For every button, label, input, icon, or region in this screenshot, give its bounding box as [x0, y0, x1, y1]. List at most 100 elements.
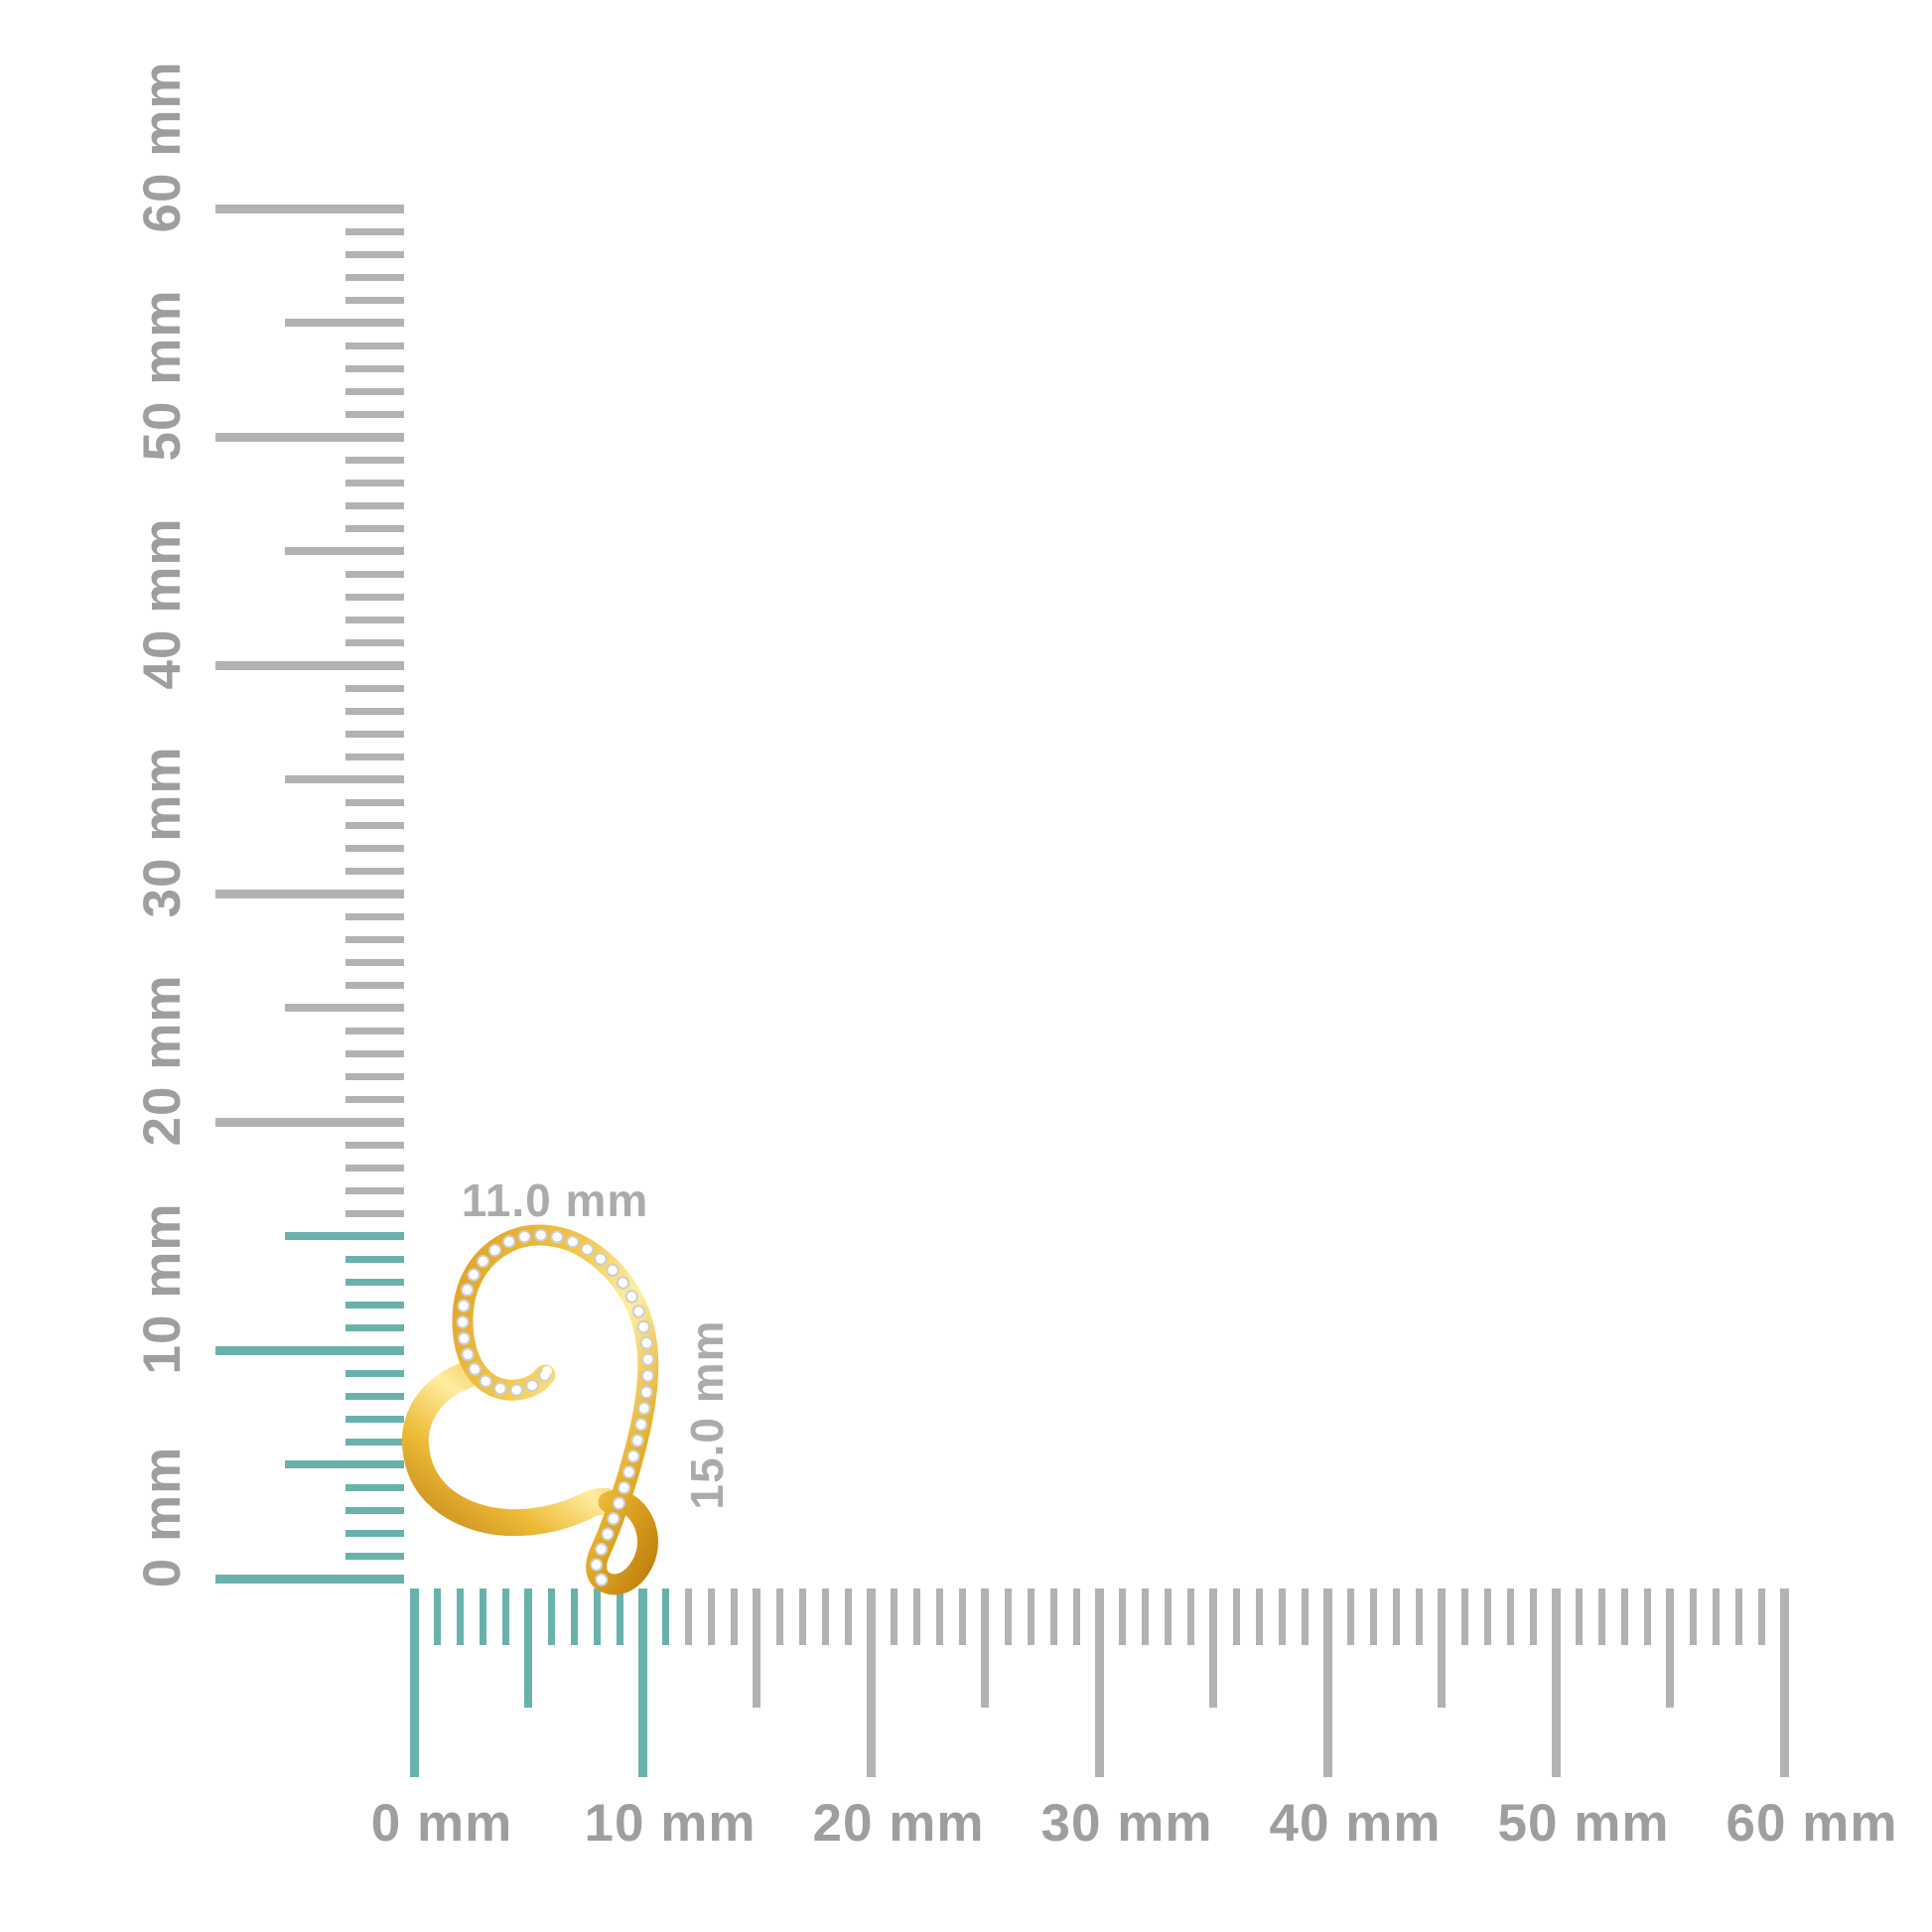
ruler-tick: [215, 889, 404, 898]
ruler-tick: [345, 1301, 404, 1309]
ruler-tick: [1392, 1588, 1400, 1645]
ruler-tick: [821, 1588, 829, 1645]
pendant-left-stroke: [401, 1361, 622, 1537]
ruler-tick: [345, 364, 404, 372]
ruler-tick: [345, 1278, 404, 1286]
ruler-tick: [285, 1460, 404, 1468]
ruler-tick: [345, 410, 404, 418]
ruler-tick: [637, 1588, 647, 1777]
ruler-tick: [775, 1588, 783, 1645]
ruler-tick: [345, 935, 404, 943]
ruler-label: 30 mm: [132, 746, 192, 918]
ruler-tick: [345, 867, 404, 875]
ruler-tick: [1186, 1588, 1194, 1645]
ruler-tick: [1483, 1588, 1491, 1645]
ruler-tick: [661, 1588, 669, 1645]
ruler-tick: [345, 1027, 404, 1035]
ruler-tick: [345, 1323, 404, 1331]
ruler-label: 50 mm: [1497, 1793, 1670, 1853]
ruler-tick: [345, 1369, 404, 1377]
ruler-tick: [345, 273, 404, 281]
ruler-tick: [215, 660, 404, 670]
ruler-tick: [345, 1506, 404, 1514]
ruler-label: 30 mm: [1040, 1793, 1213, 1853]
ruler-tick: [345, 798, 404, 806]
ruler-tick: [345, 570, 404, 578]
ruler-tick: [345, 844, 404, 852]
ruler-tick: [285, 319, 404, 327]
ruler-tick: [345, 1438, 404, 1446]
ruler-tick: [1094, 1588, 1104, 1777]
ruler-tick: [345, 1415, 404, 1423]
ruler-tick: [409, 1588, 419, 1777]
ruler-tick: [345, 1186, 404, 1194]
ruler-tick: [501, 1588, 509, 1645]
ruler-tick: [1232, 1588, 1240, 1645]
ruler-tick: [345, 821, 404, 829]
ruler-tick: [524, 1588, 532, 1708]
ruler-tick: [345, 1552, 404, 1560]
ruler-tick: [1049, 1588, 1057, 1645]
ruler-tick: [345, 1072, 404, 1080]
ruler-label: 50 mm: [132, 289, 192, 462]
ruler-tick: [1620, 1588, 1628, 1645]
ruler-tick: [215, 1117, 404, 1127]
ruler-tick: [684, 1588, 692, 1645]
ruler-tick: [616, 1588, 623, 1645]
pendant-bail-notch: [542, 1366, 552, 1376]
ruler-tick: [345, 296, 404, 304]
ruler-tick: [1575, 1588, 1583, 1645]
pendant-width-label: 11.0 mm: [461, 1174, 649, 1226]
ruler-tick: [215, 432, 404, 442]
ruler-tick: [1438, 1588, 1446, 1708]
ruler-tick: [1689, 1588, 1697, 1645]
ruler-tick: [1643, 1588, 1651, 1645]
ruler-tick: [1712, 1588, 1720, 1645]
ruler-tick: [1506, 1588, 1514, 1645]
ruler-tick: [1209, 1588, 1217, 1708]
ruler-tick: [345, 753, 404, 760]
ruler-tick: [345, 707, 404, 715]
ruler-tick: [1757, 1588, 1765, 1645]
ruler-label: 60 mm: [1725, 1793, 1898, 1853]
ruler-tick: [345, 912, 404, 920]
ruler-tick: [1278, 1588, 1286, 1645]
ruler-tick: [890, 1588, 897, 1645]
ruler-tick: [215, 1345, 404, 1355]
ruler-label: 40 mm: [1269, 1793, 1442, 1853]
ruler-tick: [1369, 1588, 1377, 1645]
ruler-tick: [866, 1588, 876, 1777]
ruler-tick: [285, 1004, 404, 1012]
ruler-tick: [798, 1588, 806, 1645]
ruler-label: 60 mm: [132, 61, 192, 233]
ruler-tick: [345, 730, 404, 738]
ruler-tick: [215, 1574, 404, 1584]
ruler-tick: [345, 1164, 404, 1172]
ruler-tick: [1666, 1588, 1674, 1708]
ruler-tick: [345, 524, 404, 532]
ruler-tick: [345, 1141, 404, 1149]
ruler-tick: [1322, 1588, 1332, 1777]
ruler-label: 40 mm: [132, 517, 192, 690]
ruler-tick: [345, 981, 404, 989]
ruler-tick: [285, 775, 404, 783]
ruler-label: 0 mm: [370, 1793, 513, 1853]
ruler-tick: [593, 1588, 601, 1645]
ruler-tick: [345, 479, 404, 486]
ruler-tick: [1301, 1588, 1309, 1645]
ruler-tick: [1779, 1588, 1789, 1777]
ruler-tick: [479, 1588, 486, 1645]
ruler-label: 0 mm: [132, 1446, 192, 1588]
ruler-label: 10 mm: [584, 1793, 757, 1853]
ruler-tick: [345, 1255, 404, 1263]
ruler-tick: [345, 1392, 404, 1400]
ruler-tick: [981, 1588, 989, 1708]
ruler-tick: [345, 1049, 404, 1057]
ruler-tick: [345, 616, 404, 623]
ruler-tick: [1164, 1588, 1172, 1645]
ruler-tick: [285, 547, 404, 555]
ruler-tick: [345, 387, 404, 395]
ruler-tick: [958, 1588, 966, 1645]
ruler-tick: [753, 1588, 760, 1708]
